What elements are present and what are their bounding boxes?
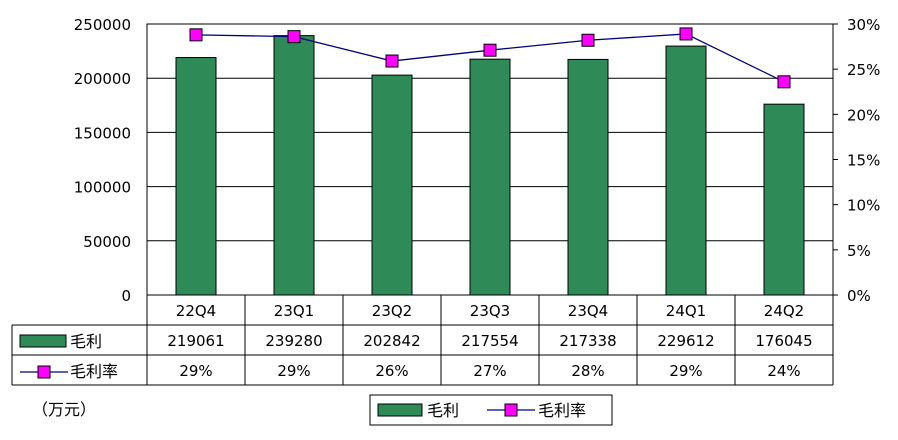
data-label: 29% xyxy=(179,362,212,380)
line-marker xyxy=(777,75,791,89)
legend-marker-key xyxy=(504,403,518,417)
x-tick-label: 24Q2 xyxy=(764,302,804,320)
line-marker xyxy=(483,43,497,57)
legend: 毛利 毛利率 xyxy=(369,394,613,426)
bar xyxy=(273,35,315,296)
data-label: 24% xyxy=(767,362,800,380)
y2-tick-label: 30% xyxy=(847,16,880,34)
bar xyxy=(567,58,609,296)
table-marker-key xyxy=(37,365,51,379)
y2-tick-label: 20% xyxy=(847,106,880,124)
data-label: 202842 xyxy=(363,332,420,350)
data-label: 217554 xyxy=(461,332,518,350)
line-marker xyxy=(287,30,301,44)
y-tick-label: 250000 xyxy=(74,16,131,34)
y2-tick-label: 10% xyxy=(847,197,880,215)
y-tick-label: 200000 xyxy=(74,70,131,88)
y2-tick-label: 5% xyxy=(847,242,871,260)
data-label: 29% xyxy=(669,362,702,380)
data-label: 217338 xyxy=(559,332,616,350)
data-label: 27% xyxy=(473,362,506,380)
y2-tick-label: 0% xyxy=(847,287,871,305)
bar xyxy=(763,103,805,296)
x-tick-label: 23Q2 xyxy=(372,302,412,320)
legend-bar-key xyxy=(377,403,423,417)
table-row-label: 毛利 xyxy=(70,332,102,351)
table-row-label: 毛利率 xyxy=(70,362,118,381)
bar xyxy=(371,74,413,296)
axes: 0 50000 100000 150000 200000 250000 0% 5% 10% 15%… xyxy=(74,16,881,305)
line-series xyxy=(189,27,791,89)
x-tick-label: 23Q4 xyxy=(568,302,608,320)
x-tick-label: 23Q3 xyxy=(470,302,510,320)
x-tick-label: 24Q1 xyxy=(666,302,706,320)
line-marker xyxy=(189,28,203,42)
x-tick-label: 23Q1 xyxy=(274,302,314,320)
data-label: 229612 xyxy=(657,332,714,350)
y-tick-label: 50000 xyxy=(83,233,131,251)
line-marker xyxy=(581,33,595,47)
data-label: 28% xyxy=(571,362,604,380)
legend-label: 毛利 xyxy=(427,401,459,420)
y-tick-label: 100000 xyxy=(74,179,131,197)
legend-label: 毛利率 xyxy=(538,401,586,420)
data-label: 239280 xyxy=(265,332,322,350)
bar xyxy=(175,57,217,296)
data-label: 176045 xyxy=(755,332,812,350)
line-marker xyxy=(385,54,399,68)
y-tick-label: 0 xyxy=(121,287,131,305)
y2-tick-label: 25% xyxy=(847,61,880,79)
data-label: 29% xyxy=(277,362,310,380)
line-marker xyxy=(679,27,693,41)
y2-tick-label: 15% xyxy=(847,152,880,170)
y-tick-label: 150000 xyxy=(74,124,131,142)
bar-series xyxy=(175,35,805,296)
data-label: 26% xyxy=(375,362,408,380)
table-bar-key xyxy=(19,334,67,348)
unit-label: （万元） xyxy=(32,400,96,419)
data-label: 219061 xyxy=(167,332,224,350)
bar xyxy=(469,58,511,296)
data-table: 22Q4 219061 29% 23Q1 239280 29% 23Q2 202842 26% 2… xyxy=(11,294,834,386)
bar xyxy=(665,45,707,296)
x-tick-label: 22Q4 xyxy=(176,302,216,320)
